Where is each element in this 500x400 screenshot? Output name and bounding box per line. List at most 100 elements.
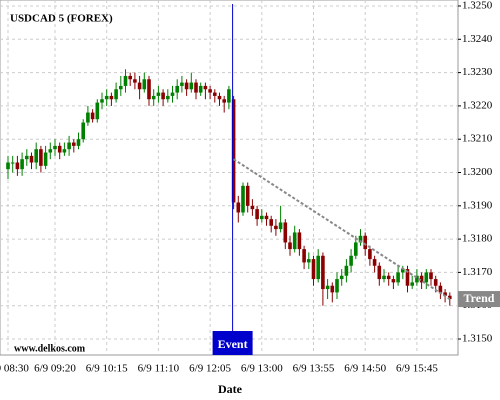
y-tick-label: 1.3170	[462, 266, 493, 278]
candle-body	[217, 95, 222, 100]
candle-body	[405, 269, 410, 286]
candle-body	[90, 112, 95, 120]
candle-body	[43, 152, 48, 166]
candle-body	[424, 272, 429, 283]
candle-body	[438, 285, 443, 293]
candle-body	[166, 95, 170, 100]
candle-body	[133, 79, 137, 83]
candles	[6, 69, 452, 306]
candle-body	[433, 279, 438, 286]
x-axis-title: Date	[218, 382, 243, 396]
event-label-box	[212, 331, 253, 355]
x-tick-label: 6/9 08:30	[0, 363, 29, 375]
candle-body	[349, 255, 353, 266]
candle-body	[269, 219, 273, 226]
candle-body	[123, 75, 128, 86]
trend-label-box	[458, 291, 500, 308]
candle-body	[448, 295, 452, 300]
candle-body	[302, 249, 306, 263]
y-tick-label: 1.3230	[462, 66, 493, 78]
y-tick-label: 1.3190	[462, 199, 493, 211]
candle-body	[250, 205, 255, 210]
candle-body	[382, 275, 386, 280]
candle-body	[321, 255, 325, 290]
candle-body	[100, 99, 104, 103]
candle-body	[170, 92, 175, 96]
x-tick-label: 6/9 15:45	[396, 363, 438, 375]
candle-body	[368, 249, 372, 260]
candle-body	[114, 89, 118, 100]
candle-body	[335, 279, 339, 293]
y-tick-label: 1.3210	[462, 133, 493, 145]
candle-body	[194, 82, 198, 93]
candle-body	[227, 89, 231, 103]
x-tick-label: 6/9 13:55	[293, 363, 335, 375]
candle-body	[325, 285, 330, 290]
candle-body	[29, 155, 34, 163]
candle-body	[67, 142, 71, 150]
candle-body	[95, 102, 100, 120]
candle-body	[278, 222, 283, 230]
candle-body	[20, 159, 24, 170]
candle-body	[354, 242, 358, 256]
candle-body	[236, 202, 241, 213]
candle-body	[241, 185, 245, 213]
candle-body	[119, 85, 123, 90]
trend-line	[233, 158, 451, 300]
y-tick-label: 1.3150	[462, 333, 493, 345]
y-tick-label: 1.3250	[462, 0, 493, 12]
candle-body	[203, 85, 208, 90]
candle-body	[72, 142, 76, 146]
x-tick-label: 6/9 09:20	[34, 363, 76, 375]
candle-body	[415, 275, 419, 283]
candle-body	[10, 162, 15, 164]
x-tick-label: 6/9 10:15	[86, 363, 128, 375]
y-tick-label: 1.3240	[462, 33, 493, 45]
candle-body	[311, 259, 316, 280]
event-label: Event	[218, 337, 248, 351]
candle-body	[142, 79, 147, 90]
candle-body	[292, 232, 297, 250]
candle-body	[15, 162, 20, 170]
candle-body	[128, 75, 132, 80]
x-tick-label: 6/9 11:10	[138, 363, 180, 375]
candle-body	[6, 162, 10, 170]
candle-body	[401, 269, 405, 273]
candle-body	[222, 99, 226, 103]
candle-body	[377, 265, 382, 280]
candle-body	[316, 255, 320, 280]
candle-body	[104, 95, 109, 100]
candle-body	[180, 82, 184, 86]
candle-body	[198, 85, 203, 93]
candle-body	[76, 139, 81, 146]
candle-body	[161, 92, 165, 100]
candle-body	[410, 282, 414, 286]
candle-body	[156, 92, 161, 96]
plot-area	[0, 0, 459, 356]
candle-body	[137, 82, 142, 90]
candle-body	[419, 275, 424, 283]
candle-body	[358, 235, 363, 243]
candle-body	[307, 259, 311, 263]
y-tick-label: 1.3200	[462, 166, 493, 178]
candle-body	[363, 235, 367, 250]
candle-body	[386, 275, 391, 280]
candle-body	[39, 149, 43, 166]
candle-body	[231, 99, 236, 203]
source: www.delkos.com	[14, 343, 86, 354]
candle-body	[62, 149, 67, 153]
candle-body	[288, 242, 292, 250]
candle-body	[396, 272, 400, 283]
candle-body	[260, 215, 264, 220]
x-tick-label: 6/9 13:00	[241, 363, 283, 375]
candle-body	[34, 149, 38, 163]
candle-body	[184, 82, 189, 90]
x-tick-label: 6/9 14:50	[344, 363, 386, 375]
candle-body	[255, 209, 259, 220]
candle-body	[81, 122, 85, 140]
candle-body	[147, 79, 151, 100]
candle-body	[297, 232, 302, 250]
candle-body	[372, 259, 377, 266]
candle-body	[86, 112, 90, 123]
